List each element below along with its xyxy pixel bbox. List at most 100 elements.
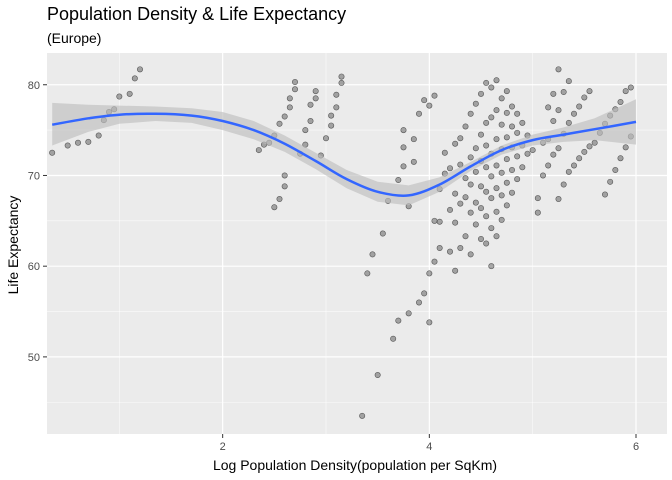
data-point (498, 216, 505, 223)
data-point (519, 164, 526, 171)
data-point (328, 112, 335, 119)
data-point (467, 110, 474, 117)
data-point (374, 372, 381, 379)
data-point (545, 162, 552, 169)
data-point (555, 107, 562, 114)
data-point (565, 168, 572, 175)
data-point (550, 151, 557, 158)
data-point (472, 145, 479, 152)
data-point (400, 127, 407, 134)
data-point (498, 121, 505, 128)
data-point (524, 150, 531, 157)
data-point (488, 263, 495, 270)
data-point (472, 100, 479, 107)
smooth-line (51, 112, 637, 197)
data-point (312, 95, 319, 102)
data-point (477, 131, 484, 138)
data-point (581, 94, 588, 101)
data-point (493, 77, 500, 84)
data-point (457, 200, 464, 207)
y-axis-title: Life Expectancy (5, 196, 21, 295)
data-point (400, 144, 407, 151)
data-point (467, 154, 474, 161)
chart-subtitle: (Europe) (47, 30, 101, 46)
data-point (75, 139, 82, 146)
data-point (116, 93, 123, 100)
data-point (472, 168, 479, 175)
data-point (462, 123, 469, 130)
data-point (415, 110, 422, 117)
data-point (467, 181, 474, 188)
data-point (617, 155, 624, 162)
data-point (436, 245, 443, 252)
data-point (400, 163, 407, 170)
data-point (627, 84, 634, 91)
data-point (483, 164, 490, 171)
data-point (570, 110, 577, 117)
y-tick-label: 80 (28, 80, 40, 92)
data-point (421, 97, 428, 104)
data-point (328, 122, 335, 129)
data-point (307, 118, 314, 125)
data-point (281, 113, 288, 120)
y-tick-label: 60 (28, 261, 40, 273)
data-point (452, 267, 459, 274)
data-point (565, 78, 572, 85)
data-point (534, 195, 541, 202)
data-point (508, 167, 515, 174)
data-point (493, 162, 500, 169)
data-point (591, 139, 598, 146)
data-point (622, 88, 629, 95)
data-point (364, 270, 371, 277)
data-point (452, 190, 459, 197)
data-point (291, 86, 298, 93)
data-point (622, 144, 629, 151)
data-point (426, 270, 433, 277)
data-point (307, 101, 314, 108)
data-point (395, 177, 402, 184)
data-point (286, 95, 293, 102)
data-point (457, 135, 464, 142)
data-point (519, 119, 526, 126)
data-point (493, 185, 500, 192)
data-point (395, 317, 402, 324)
data-point (483, 79, 490, 86)
data-point (498, 192, 505, 199)
data-point (322, 135, 329, 142)
data-point (64, 142, 71, 149)
data-point (555, 196, 562, 203)
data-point (570, 162, 577, 169)
data-point (555, 66, 562, 73)
data-point (493, 136, 500, 143)
x-axis-ticks: 2 4 6 (220, 434, 639, 453)
data-point (467, 209, 474, 216)
data-point (534, 209, 541, 216)
data-point (276, 196, 283, 203)
data-point (477, 183, 484, 190)
data-point (431, 258, 438, 265)
data-point (436, 218, 443, 225)
data-point (271, 204, 278, 211)
data-point (514, 110, 521, 117)
x-tick-label: 4 (426, 441, 432, 453)
data-point (281, 183, 288, 190)
data-point (483, 240, 490, 247)
data-point (137, 66, 144, 73)
data-point (565, 119, 572, 126)
data-point (488, 225, 495, 232)
data-point (514, 153, 521, 160)
data-point (488, 114, 495, 121)
data-point (255, 147, 262, 154)
data-point (441, 149, 448, 156)
data-point (607, 178, 614, 185)
data-point (483, 188, 490, 195)
data-point (493, 107, 500, 114)
data-point (508, 123, 515, 130)
data-point (302, 127, 309, 134)
data-point (446, 248, 453, 255)
data-point (467, 251, 474, 258)
data-point (576, 155, 583, 162)
x-tick-label: 2 (220, 441, 226, 453)
y-tick-label: 70 (28, 170, 40, 182)
